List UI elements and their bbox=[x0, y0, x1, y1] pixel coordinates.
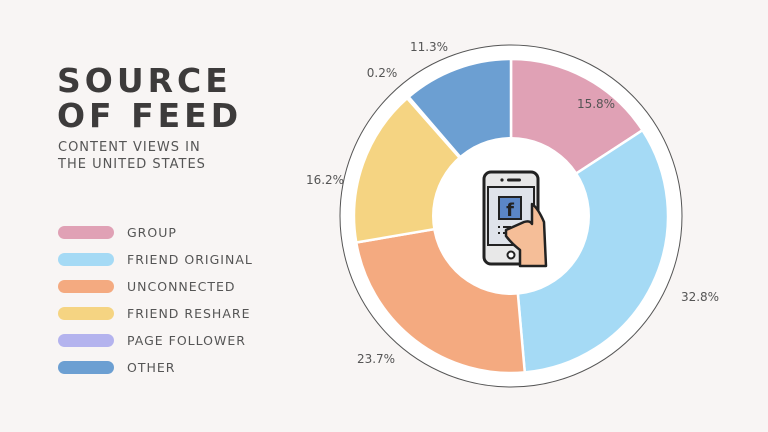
legend-swatch bbox=[58, 334, 114, 347]
svg-text:f: f bbox=[506, 200, 514, 221]
legend-item-page-follower: PAGE FOLLOWER bbox=[58, 327, 253, 354]
legend-swatch bbox=[58, 226, 114, 239]
legend-swatch bbox=[58, 253, 114, 266]
subtitle-line-2: THE UNITED STATES bbox=[58, 157, 206, 172]
legend-label: OTHER bbox=[127, 360, 176, 375]
legend-label: FRIEND ORIGINAL bbox=[127, 252, 253, 267]
legend-item-other: OTHER bbox=[58, 354, 253, 381]
legend-item-group: GROUP bbox=[58, 219, 253, 246]
title-line-2: OF FEED bbox=[57, 96, 243, 135]
title-line-1: SOURCE bbox=[57, 61, 232, 100]
legend-item-friend-reshare: FRIEND RESHARE bbox=[58, 300, 253, 327]
legend-item-friend-original: FRIEND ORIGINAL bbox=[58, 246, 253, 273]
page-title: SOURCE OF FEED bbox=[57, 63, 242, 133]
legend-item-unconnected: UNCONNECTED bbox=[58, 273, 253, 300]
smartphone-facebook-hand-icon: f bbox=[482, 170, 548, 268]
percentage-labels: 15.8% 32.8% 23.7% 16.2% 0.2% 11.3% bbox=[306, 40, 719, 366]
subtitle: CONTENT VIEWS IN THE UNITED STATES bbox=[58, 139, 206, 173]
percentage-label: 23.7% bbox=[357, 352, 395, 366]
chart-legend: GROUP FRIEND ORIGINAL UNCONNECTED FRIEND… bbox=[58, 219, 253, 381]
legend-swatch bbox=[58, 361, 114, 374]
legend-label: GROUP bbox=[127, 225, 177, 240]
legend-swatch bbox=[58, 307, 114, 320]
legend-swatch bbox=[58, 280, 114, 293]
percentage-label: 32.8% bbox=[681, 290, 719, 304]
percentage-label: 0.2% bbox=[367, 66, 398, 80]
percentage-label: 11.3% bbox=[410, 40, 448, 54]
legend-label: PAGE FOLLOWER bbox=[127, 333, 246, 348]
percentage-label: 15.8% bbox=[577, 97, 615, 111]
legend-label: FRIEND RESHARE bbox=[127, 306, 251, 321]
percentage-label: 16.2% bbox=[306, 173, 344, 187]
legend-label: UNCONNECTED bbox=[127, 279, 236, 294]
subtitle-line-1: CONTENT VIEWS IN bbox=[58, 140, 201, 155]
